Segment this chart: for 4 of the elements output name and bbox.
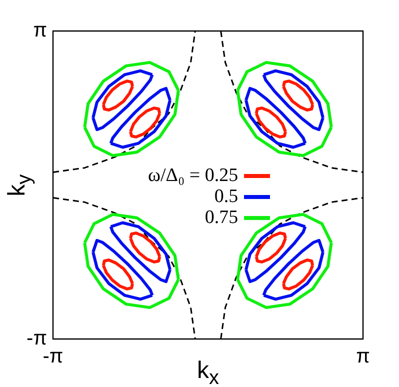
legend-label: 0.75 <box>204 207 238 229</box>
legend-label: 0.5 <box>214 186 238 208</box>
x-axis-title: k$_{x}$ <box>197 357 219 387</box>
legend-label: ω/Δ₀ = 0.25 <box>148 165 238 187</box>
